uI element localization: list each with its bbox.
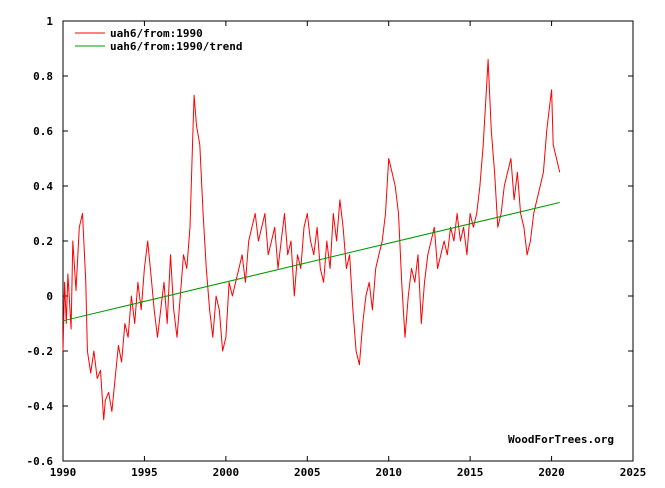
legend-label-data: uah6/from:1990: [110, 27, 203, 40]
x-axis: 1990 1995 2000 2005 2010 2015 2020 2025: [50, 21, 647, 479]
y-tick-label: 0.4: [33, 180, 53, 193]
x-tick-label: 1995: [131, 466, 158, 479]
series-line-trend: [62, 202, 560, 322]
y-tick-label: 0: [46, 290, 53, 303]
series-layer: [62, 59, 561, 421]
y-tick-label: 0.6: [33, 125, 53, 138]
x-tick-label: 2025: [620, 466, 647, 479]
y-tick-label: -0.6: [27, 455, 54, 468]
y-axis: -0.6 -0.4 -0.2 0 0.2 0.4 0.6 0.8 1: [27, 15, 633, 468]
x-tick-label: 1990: [50, 466, 77, 479]
series-line-data: [62, 59, 561, 421]
credit-label: WoodForTrees.org: [508, 433, 614, 446]
y-tick-label: 0.8: [33, 70, 53, 83]
legend-label-trend: uah6/from:1990/trend: [110, 40, 242, 53]
plot-area: [62, 20, 634, 462]
x-tick-label: 2005: [294, 466, 321, 479]
x-tick-label: 2010: [375, 466, 402, 479]
y-tick-label: 0.2: [33, 235, 53, 248]
y-tick-label: -0.4: [27, 400, 54, 413]
x-tick-label: 2015: [457, 466, 484, 479]
legend: uah6/from:1990 uah6/from:1990/trend: [75, 27, 242, 53]
x-tick-label: 2020: [538, 466, 565, 479]
y-tick-label: -0.2: [27, 345, 54, 358]
x-tick-label: 2000: [213, 466, 240, 479]
y-tick-label: 1: [46, 15, 53, 28]
